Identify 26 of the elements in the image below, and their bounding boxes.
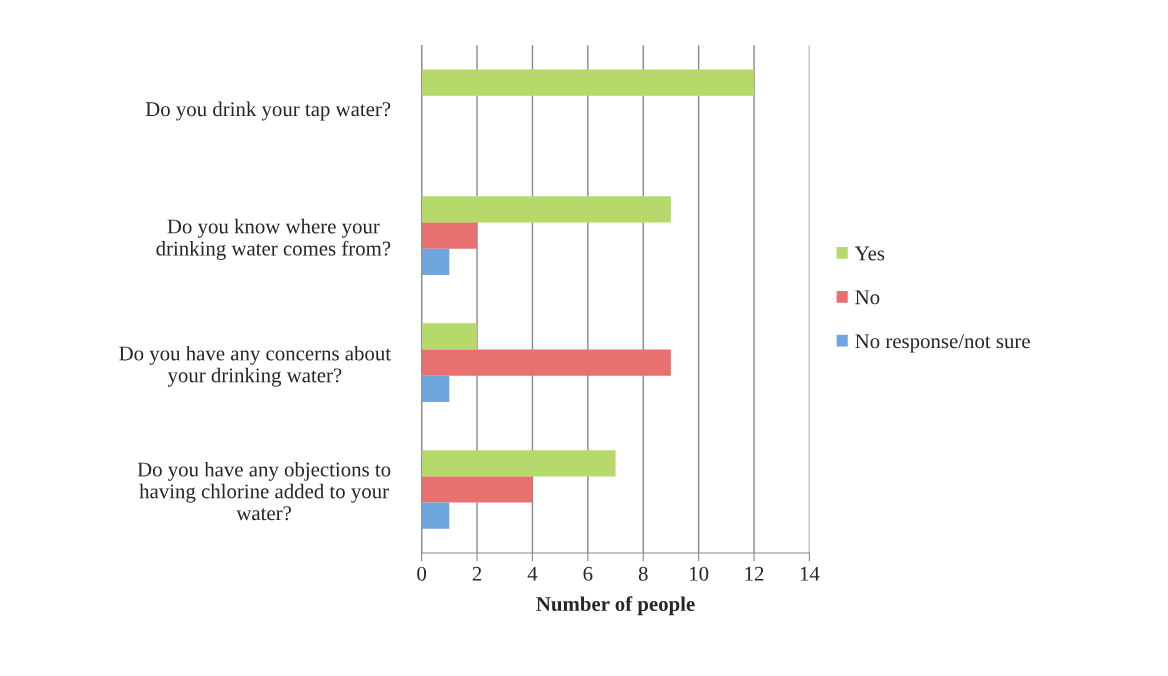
x-tick-label: 6 <box>583 566 593 581</box>
bar <box>421 323 478 350</box>
bar <box>421 69 755 96</box>
bar <box>421 375 450 402</box>
bar <box>421 476 533 503</box>
x-tick-label: 14 <box>800 566 820 581</box>
x-axis-title: Number of people <box>536 596 695 616</box>
x-tick-label: 2 <box>472 566 482 581</box>
x-tick-label: 8 <box>638 566 648 581</box>
legend-label: No response/not sure <box>855 334 1030 353</box>
y-tick-label: Do you drink your tap water? <box>145 101 391 121</box>
x-tick-label: 12 <box>745 566 764 581</box>
legend-label: No <box>855 290 880 305</box>
y-tick-label: Do you have any concerns about your drinking water? <box>119 345 391 387</box>
x-tick-label: 4 <box>527 566 538 581</box>
legend-label: Yes <box>854 246 885 261</box>
x-tick-label: 10 <box>690 566 709 581</box>
bar <box>421 450 616 477</box>
y-tick-label: Do you know where your drinking water comes from? <box>156 218 391 260</box>
bar <box>421 248 450 276</box>
x-tick-label: 0 <box>417 566 427 581</box>
bar <box>421 349 671 376</box>
bar <box>421 222 478 249</box>
bar <box>421 196 671 223</box>
bar <box>421 502 450 529</box>
y-tick-label: Do you have any objections to having chlorine added to your water? <box>137 461 391 521</box>
